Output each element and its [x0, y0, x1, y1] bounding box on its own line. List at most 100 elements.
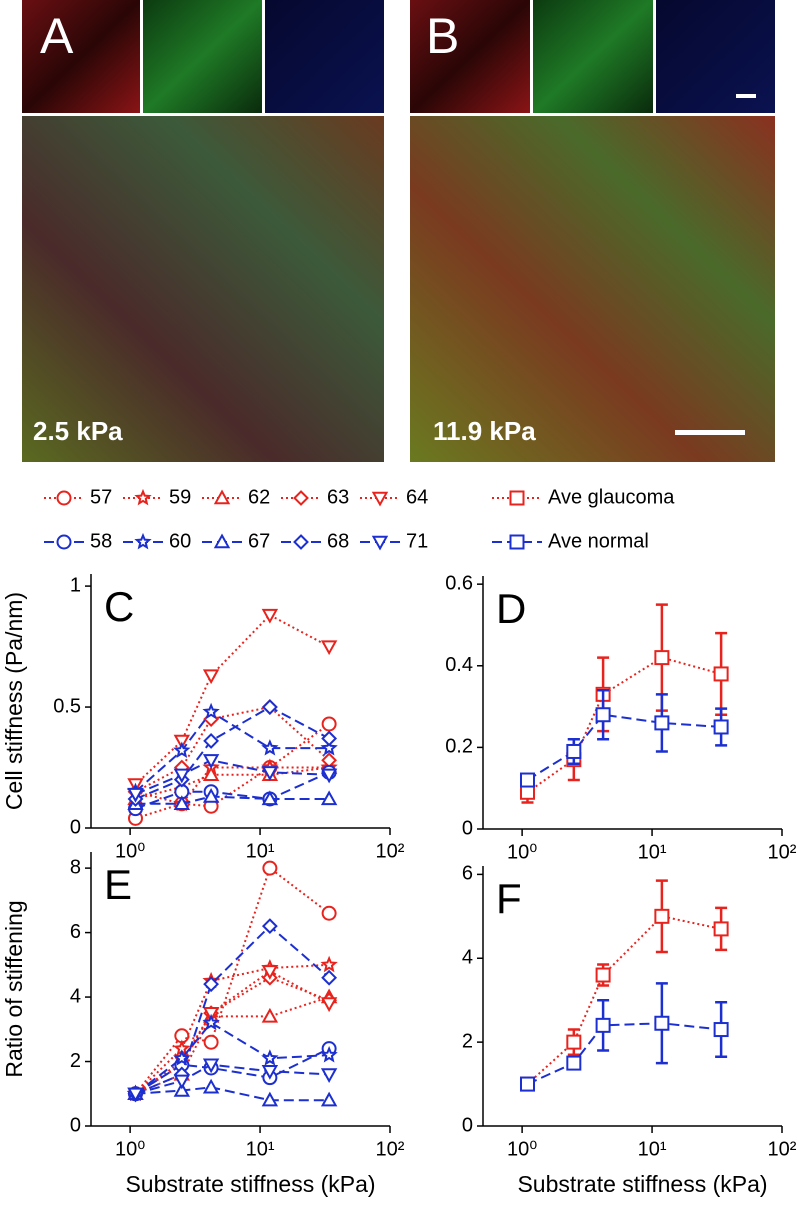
blue-channel — [265, 0, 384, 113]
panel-label: C — [104, 583, 134, 630]
merged-image — [410, 116, 775, 462]
marker — [371, 535, 389, 551]
marker — [519, 784, 535, 800]
x-tick-label: 10⁰ — [115, 1138, 145, 1160]
legend-label: 67 — [248, 530, 270, 552]
marker — [202, 669, 220, 685]
marker — [127, 787, 144, 803]
x-tick-label: 10¹ — [638, 1138, 667, 1160]
y-tick-label: 0.4 — [445, 654, 473, 676]
scale-bar — [736, 94, 756, 98]
marker — [203, 1034, 219, 1050]
y-axis-label: Ratio of stiffening — [1, 900, 27, 1077]
y-tick-label: 1 — [70, 574, 81, 596]
marker — [713, 1022, 729, 1038]
marker — [56, 534, 72, 550]
marker — [519, 772, 535, 788]
legend-label: 71 — [406, 530, 428, 552]
marker — [203, 733, 220, 749]
marker — [134, 532, 152, 550]
x-tick-label: 10⁰ — [507, 1138, 537, 1160]
marker — [293, 534, 309, 550]
marker — [261, 965, 279, 980]
series-line — [134, 613, 330, 786]
x-tick-label: 10² — [768, 1138, 797, 1160]
marker — [262, 860, 278, 876]
marker — [202, 754, 220, 769]
y-tick-label: 6 — [70, 921, 81, 943]
marker — [261, 699, 278, 715]
series-line — [135, 705, 330, 793]
marker — [261, 918, 278, 935]
marker — [202, 702, 220, 720]
panel-label: F — [496, 875, 522, 922]
marker — [713, 719, 729, 735]
panel-a-images: A 2.5 kPa — [22, 0, 384, 462]
x-tick-label: 10⁰ — [507, 841, 537, 863]
marker — [654, 650, 670, 666]
y-tick-label: 0 — [462, 817, 473, 839]
legend-label: 63 — [327, 486, 349, 508]
marker — [203, 976, 220, 993]
series-line — [135, 1086, 330, 1102]
series-line — [135, 924, 330, 1095]
marker — [56, 490, 72, 506]
y-tick-label: 0.5 — [53, 695, 81, 717]
x-tick-label: 10⁰ — [115, 840, 145, 862]
marker — [202, 1058, 220, 1074]
blue-channel — [656, 0, 775, 113]
x-tick-label: 10¹ — [246, 1138, 275, 1160]
panel-b-images: B 11.9 kPa — [410, 0, 775, 462]
y-tick-label: 2 — [462, 1030, 473, 1052]
marker — [173, 1074, 191, 1090]
series-line — [526, 656, 722, 794]
marker — [173, 795, 191, 811]
marker — [595, 1017, 611, 1033]
legend-label: 59 — [169, 486, 191, 508]
marker — [566, 1034, 582, 1050]
marker — [509, 534, 525, 550]
marker — [213, 489, 231, 505]
marker — [293, 490, 309, 506]
y-axis-label: Cell stiffness (Pa/nm) — [1, 592, 27, 810]
marker — [202, 787, 220, 803]
y-tick-label: 0 — [70, 1114, 81, 1136]
legend-label: 58 — [90, 530, 112, 552]
caption: 2.5 kPa — [33, 416, 123, 446]
marker — [202, 1013, 220, 1031]
marker — [173, 768, 191, 784]
legend-label: Ave glaucoma — [548, 486, 675, 508]
marker — [320, 640, 338, 656]
marker — [595, 707, 611, 723]
series-line — [135, 723, 330, 820]
marker — [713, 666, 729, 682]
marker — [261, 1065, 279, 1080]
marker — [261, 790, 279, 806]
marker — [654, 715, 670, 731]
marker — [261, 1007, 279, 1023]
series-line — [135, 1063, 330, 1095]
series-line — [135, 996, 330, 1095]
marker — [320, 768, 338, 784]
x-tick-label: 10² — [376, 1138, 405, 1160]
marker — [261, 1091, 279, 1107]
y-tick-label: 4 — [70, 985, 81, 1007]
green-channel — [533, 0, 653, 113]
caption: 11.9 kPa — [433, 416, 536, 446]
marker — [321, 905, 337, 921]
marker — [654, 908, 670, 924]
panel-label: B — [426, 8, 459, 64]
series-line — [134, 1021, 330, 1095]
marker — [321, 730, 338, 747]
x-tick-label: 10² — [376, 840, 405, 862]
marker — [261, 739, 279, 756]
series-line — [526, 713, 722, 781]
marker — [202, 766, 220, 781]
red-channel — [22, 0, 140, 113]
legend-label: 60 — [169, 530, 191, 552]
y-tick-label: 0 — [70, 816, 81, 838]
marker — [320, 955, 338, 973]
marker — [173, 741, 191, 758]
series-line — [135, 766, 330, 800]
